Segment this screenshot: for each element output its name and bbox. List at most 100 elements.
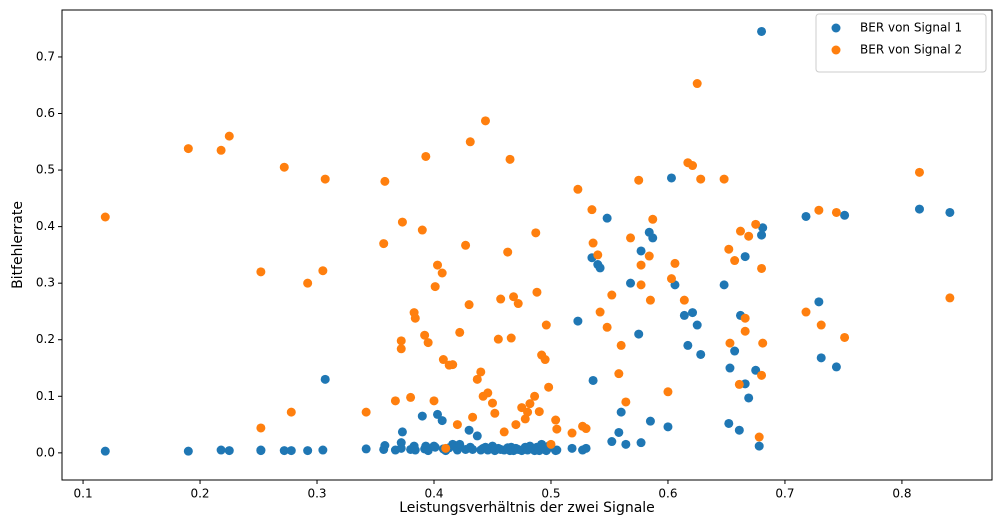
point [224, 446, 234, 456]
point [429, 396, 439, 406]
legend-label: BER von Signal 2 [860, 43, 962, 57]
point [523, 407, 533, 417]
point [468, 444, 478, 454]
point [725, 338, 735, 348]
point [546, 439, 556, 449]
y-tick-label: 0.0 [36, 445, 55, 459]
point [758, 223, 768, 233]
point [410, 445, 420, 455]
legend-label: BER von Signal 1 [860, 21, 962, 35]
point [318, 266, 328, 276]
point [607, 437, 617, 447]
point [648, 214, 658, 224]
point [801, 211, 811, 221]
point [520, 414, 530, 424]
point [511, 420, 521, 430]
point [757, 26, 767, 36]
point [679, 310, 689, 320]
point [914, 167, 924, 177]
point [455, 439, 465, 449]
point [448, 360, 458, 370]
point [406, 392, 416, 402]
point [616, 340, 626, 350]
point [286, 407, 296, 417]
point [840, 332, 850, 342]
point [634, 175, 644, 185]
point [740, 252, 750, 262]
point [505, 154, 515, 164]
point [688, 308, 698, 318]
point [602, 322, 612, 332]
point [567, 443, 577, 453]
plot-frame [61, 9, 993, 481]
point [496, 294, 506, 304]
point [719, 174, 729, 184]
point [318, 445, 328, 455]
point [587, 205, 597, 215]
point [216, 445, 226, 455]
point [455, 327, 465, 337]
point [256, 446, 266, 456]
point [513, 299, 523, 309]
point [692, 320, 702, 330]
point [567, 428, 577, 438]
point [452, 420, 462, 430]
point [509, 292, 519, 302]
point [621, 439, 631, 449]
point [480, 116, 490, 126]
point [183, 144, 193, 154]
point [734, 379, 744, 389]
point [100, 446, 110, 456]
point [593, 250, 603, 260]
point [581, 424, 591, 434]
point [437, 268, 447, 278]
x-tick-label: 0.8 [892, 487, 911, 501]
point [433, 409, 443, 419]
point [476, 367, 486, 377]
point [734, 425, 744, 435]
point [724, 244, 734, 254]
point [626, 278, 636, 288]
point [751, 219, 761, 229]
point [754, 441, 764, 451]
point [279, 162, 289, 172]
point [417, 225, 427, 235]
point [757, 230, 767, 240]
point [751, 365, 761, 375]
point [256, 423, 266, 433]
point [914, 204, 924, 214]
point [744, 231, 754, 241]
y-tick-label: 0.7 [36, 49, 55, 63]
point [437, 416, 447, 426]
point [644, 251, 654, 261]
point [696, 349, 706, 359]
point [588, 375, 598, 385]
x-tick-label: 0.5 [541, 487, 560, 501]
point [430, 282, 440, 292]
point [303, 278, 313, 288]
point [380, 176, 390, 186]
point [730, 346, 740, 356]
point [670, 258, 680, 268]
point [634, 329, 644, 339]
point [438, 355, 448, 365]
point [663, 422, 673, 432]
point [461, 240, 471, 250]
y-axis-label: Bitfehlerrate [10, 201, 26, 289]
point [541, 320, 551, 330]
point [945, 293, 955, 303]
point [493, 334, 503, 344]
point [757, 370, 767, 380]
legend-marker [831, 23, 841, 33]
point [816, 320, 826, 330]
point [100, 212, 110, 222]
point [417, 411, 427, 421]
y-tick-label: 0.3 [36, 276, 55, 290]
point [544, 382, 554, 392]
point [607, 290, 617, 300]
point [636, 260, 646, 270]
point [636, 280, 646, 290]
point [532, 287, 542, 297]
point [645, 295, 655, 305]
